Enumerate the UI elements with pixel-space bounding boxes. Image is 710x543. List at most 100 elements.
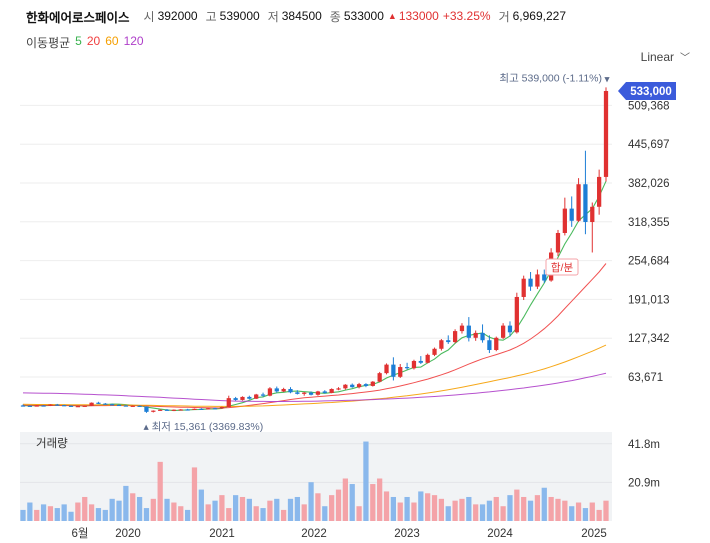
ma60-legend: 60 xyxy=(105,34,119,48)
volume-bar xyxy=(308,482,314,521)
candle-body xyxy=(103,403,108,405)
candle-body xyxy=(583,184,588,223)
candle-body xyxy=(281,388,286,392)
candle-body xyxy=(521,278,526,297)
volume-bar xyxy=(356,506,362,521)
candle xyxy=(590,202,595,253)
candle-body xyxy=(34,405,39,407)
candle xyxy=(34,405,39,407)
time-tick-label: 2025 xyxy=(581,528,607,540)
moving-average-legend[interactable]: 이동평균 5 20 60 120 xyxy=(26,34,144,51)
candle xyxy=(391,357,396,381)
candle-body xyxy=(27,405,32,407)
volume-bar xyxy=(397,502,403,521)
candle-body xyxy=(507,325,513,333)
volume-bar xyxy=(61,504,67,521)
time-tick-label: 6월 xyxy=(72,527,89,540)
candle xyxy=(171,409,177,411)
volume-bar xyxy=(582,508,589,521)
candle-body xyxy=(473,332,478,338)
volume-bar xyxy=(294,496,300,521)
candle-body xyxy=(569,208,574,221)
current-price-tag: 533,000 xyxy=(618,82,676,100)
volume-bar xyxy=(404,496,410,521)
candle-body xyxy=(137,405,142,407)
volume-bar xyxy=(88,504,95,521)
candle xyxy=(480,324,485,343)
volume-bar xyxy=(589,502,595,521)
candle-body xyxy=(446,340,451,343)
volume-bar xyxy=(335,489,342,521)
volume-bar xyxy=(212,500,218,521)
candle xyxy=(240,396,245,401)
candle-body xyxy=(480,332,485,341)
moving-average-label: 이동평균 xyxy=(26,36,71,50)
candle-body xyxy=(329,388,334,393)
volume-bar xyxy=(363,441,369,521)
candle xyxy=(315,390,321,396)
candle xyxy=(151,410,156,413)
volume-bar xyxy=(123,485,129,521)
candle-body xyxy=(219,406,225,409)
candle xyxy=(404,362,410,370)
candle xyxy=(164,409,170,411)
ma120-line xyxy=(22,372,607,402)
candle xyxy=(27,405,32,407)
scale-mode-dropdown[interactable]: Linear ﹀ xyxy=(640,49,690,65)
volume-tick-label: 20.9m xyxy=(628,477,660,489)
candle xyxy=(555,229,561,257)
price-tick-label: 191,013 xyxy=(628,294,670,306)
volume-bar xyxy=(438,498,445,521)
candle xyxy=(466,317,471,342)
candle-body xyxy=(274,388,279,392)
volume-bar xyxy=(164,498,170,521)
volume-bar xyxy=(171,502,177,521)
volume-bar xyxy=(452,500,458,521)
candle-body xyxy=(542,274,547,281)
min-price-annotation: ▴ 최저 15,361 (3369.83%) xyxy=(143,421,263,433)
volume-bar xyxy=(20,509,26,521)
candle xyxy=(130,405,135,407)
candle xyxy=(308,391,314,396)
candle-body xyxy=(343,384,348,389)
candle-body xyxy=(603,91,609,177)
volume-bar xyxy=(315,493,321,521)
time-tick-label: 2023 xyxy=(394,528,420,540)
stock-name: 한화에어로스페이스 xyxy=(26,10,130,25)
candle-body xyxy=(151,410,156,412)
time-axis: 6월 2020 2021 2022 2023 2024 2025 xyxy=(72,527,607,540)
volume-bar xyxy=(40,504,47,521)
high-value: 539000 xyxy=(219,9,260,23)
candle-body xyxy=(302,392,307,394)
scale-mode-label: Linear xyxy=(640,49,674,64)
candle xyxy=(274,386,279,393)
candle xyxy=(343,384,348,390)
candle xyxy=(103,403,108,405)
candle xyxy=(302,392,307,396)
candle-body xyxy=(158,409,163,411)
volume-bar xyxy=(34,509,40,521)
candle-body xyxy=(48,404,53,406)
candle xyxy=(350,383,355,388)
candle xyxy=(110,403,115,406)
candle-body xyxy=(597,176,602,207)
candle-body xyxy=(288,388,293,393)
candle-body xyxy=(260,394,266,396)
open-label: 시 xyxy=(143,9,155,24)
time-tick-label: 2020 xyxy=(115,528,141,540)
volume-bar xyxy=(418,491,424,521)
candle xyxy=(528,271,533,291)
candle xyxy=(62,404,67,407)
candle-body xyxy=(555,232,561,253)
candle xyxy=(418,356,423,365)
volume-bar xyxy=(486,500,493,521)
volume-bar xyxy=(603,500,609,521)
candle-body xyxy=(75,406,80,408)
candle-body xyxy=(116,404,122,407)
candle-body xyxy=(89,402,94,406)
volume-tick-label: 41.8m xyxy=(628,439,660,451)
time-tick-label: 2022 xyxy=(301,528,327,540)
volume-bar xyxy=(82,496,88,521)
candle-body xyxy=(192,408,197,410)
